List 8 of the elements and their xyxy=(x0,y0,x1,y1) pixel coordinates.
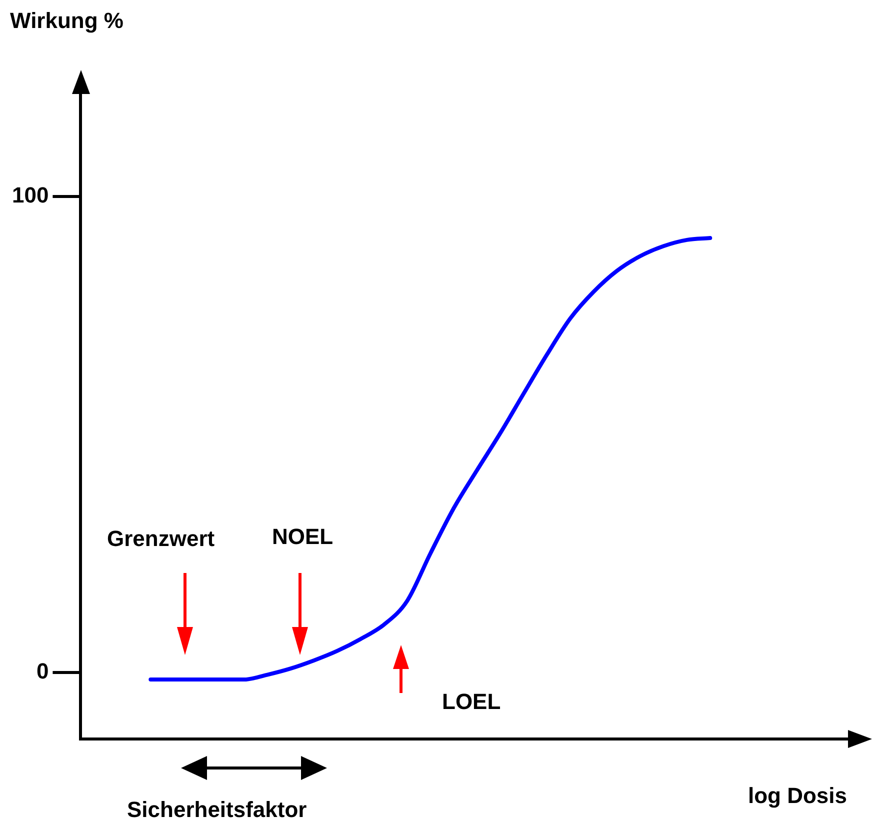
y-tick-label: 0 xyxy=(36,658,49,684)
y-axis-title: Wirkung % xyxy=(10,8,124,34)
x-axis-title: log Dosis xyxy=(748,783,848,809)
annotation: NOEL xyxy=(272,524,334,550)
annotation: Grenzwert xyxy=(107,526,215,552)
y-tick-label: 100 xyxy=(12,182,49,208)
text: Sicherheitsfaktor xyxy=(127,797,307,823)
annotation: LOEL xyxy=(442,689,501,715)
